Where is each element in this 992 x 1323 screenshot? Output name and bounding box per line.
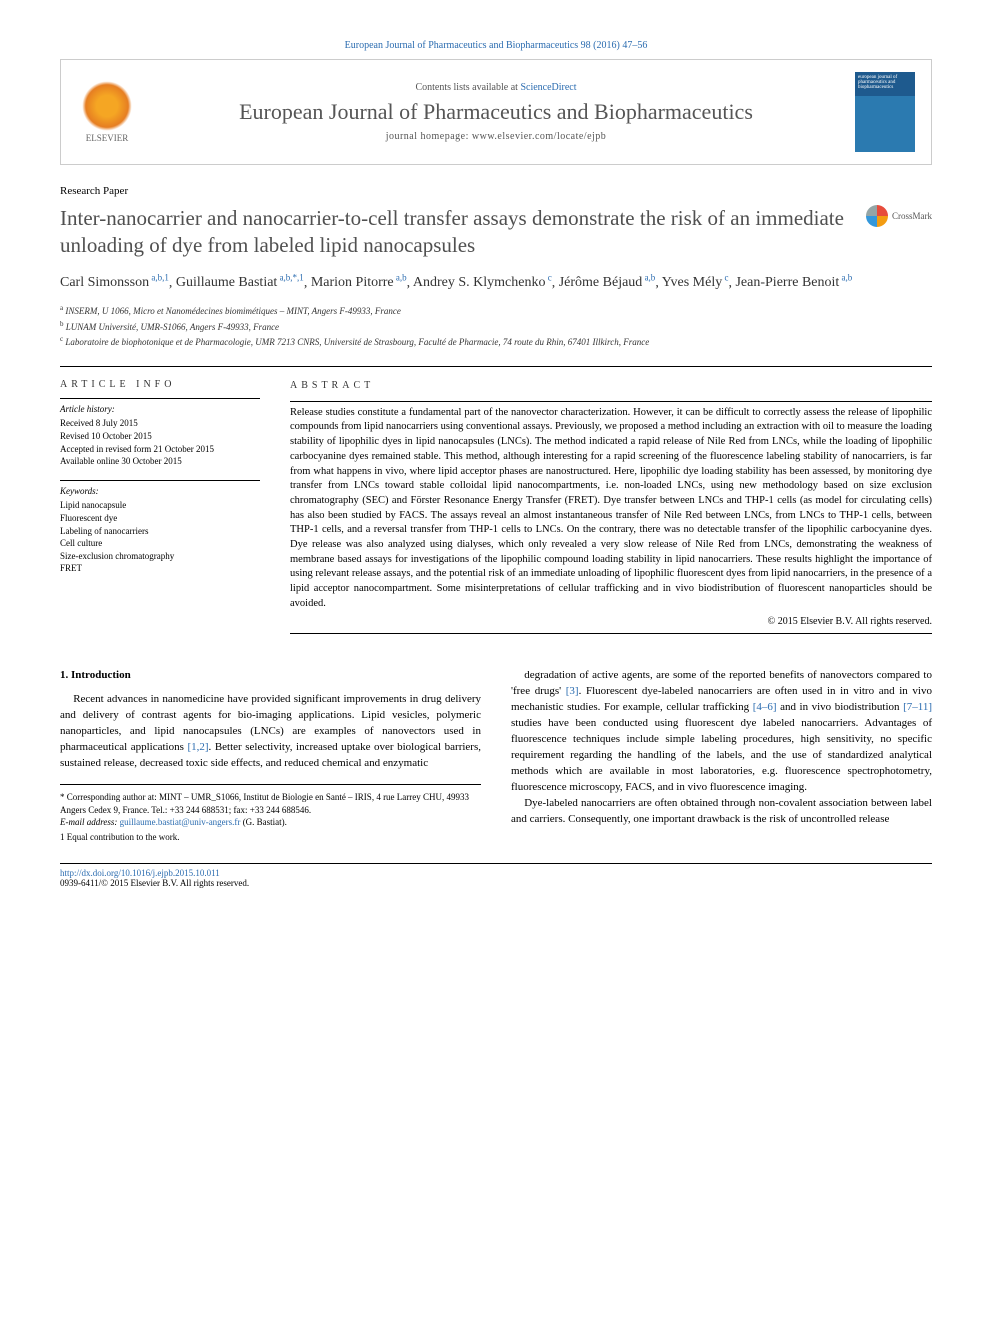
column-right: degradation of active agents, are some o… bbox=[511, 668, 932, 843]
abstract-copyright: © 2015 Elsevier B.V. All rights reserved… bbox=[290, 615, 932, 629]
doi-footer: http://dx.doi.org/10.1016/j.ejpb.2015.10… bbox=[60, 863, 932, 888]
email-link[interactable]: guillaume.bastiat@univ-angers.fr bbox=[120, 817, 241, 827]
author: Andrey S. Klymchenko c bbox=[413, 275, 552, 290]
divider bbox=[60, 366, 932, 367]
abstract-heading: ABSTRACT bbox=[290, 379, 932, 393]
contents-text: Contents lists available at bbox=[415, 82, 520, 93]
author-affiliation-sup: a,b,*,1 bbox=[277, 273, 304, 283]
equal-contribution-note: 1 Equal contribution to the work. bbox=[60, 829, 481, 844]
history-label: Article history: bbox=[60, 403, 260, 416]
keyword: Fluorescent dye bbox=[60, 512, 260, 525]
paragraph: Recent advances in nanomedicine have pro… bbox=[60, 692, 481, 772]
author-affiliation-sup: a,b bbox=[394, 273, 407, 283]
divider bbox=[290, 401, 932, 402]
history-line: Accepted in revised form 21 October 2015 bbox=[60, 443, 260, 456]
sciencedirect-link[interactable]: ScienceDirect bbox=[520, 82, 576, 93]
divider bbox=[60, 398, 260, 399]
keyword: Labeling of nanocarriers bbox=[60, 525, 260, 538]
author-affiliation-sup: a,b bbox=[839, 273, 852, 283]
authors-list: Carl Simonsson a,b,1, Guillaume Bastiat … bbox=[60, 272, 932, 294]
journal-homepage: journal homepage: www.elsevier.com/locat… bbox=[137, 131, 855, 142]
email-line: E-mail address: guillaume.bastiat@univ-a… bbox=[60, 816, 481, 829]
contents-list-line: Contents lists available at ScienceDirec… bbox=[137, 82, 855, 93]
history-line: Available online 30 October 2015 bbox=[60, 455, 260, 468]
issn-copyright: 0939-6411/© 2015 Elsevier B.V. All right… bbox=[60, 878, 249, 888]
abstract-text: Release studies constitute a fundamental… bbox=[290, 406, 932, 612]
affiliation-line: b LUNAM Université, UMR-S1066, Angers F-… bbox=[60, 319, 932, 335]
author-affiliation-sup: c bbox=[722, 273, 728, 283]
article-info-sidebar: ARTICLE INFO Article history: Received 8… bbox=[60, 379, 260, 639]
author: Yves Mély c bbox=[662, 275, 729, 290]
section-number: 1. bbox=[60, 669, 68, 681]
article-type: Research Paper bbox=[60, 185, 932, 197]
elsevier-tree-icon bbox=[82, 81, 132, 131]
keyword: FRET bbox=[60, 562, 260, 575]
article-title: Inter-nanocarrier and nanocarrier-to-cel… bbox=[60, 205, 846, 260]
author: Jean-Pierre Benoit a,b bbox=[735, 275, 852, 290]
section-heading: 1. Introduction bbox=[60, 668, 481, 684]
email-attribution: (G. Bastiat). bbox=[240, 817, 287, 827]
author: Guillaume Bastiat a,b,*,1 bbox=[176, 275, 304, 290]
elsevier-logo: ELSEVIER bbox=[77, 77, 137, 147]
ref-link[interactable]: [4–6] bbox=[753, 701, 777, 713]
paragraph: degradation of active agents, are some o… bbox=[511, 668, 932, 796]
author: Carl Simonsson a,b,1 bbox=[60, 275, 169, 290]
keyword: Lipid nanocapsule bbox=[60, 499, 260, 512]
article-info-heading: ARTICLE INFO bbox=[60, 379, 260, 390]
history-line: Revised 10 October 2015 bbox=[60, 430, 260, 443]
divider bbox=[290, 633, 932, 634]
crossmark-badge[interactable]: CrossMark bbox=[866, 205, 932, 227]
author: Marion Pitorre a,b bbox=[311, 275, 407, 290]
corresponding-author-note: * Corresponding author at: MINT – UMR_S1… bbox=[60, 791, 481, 816]
journal-name: European Journal of Pharmaceutics and Bi… bbox=[137, 99, 855, 125]
keyword: Size-exclusion chromatography bbox=[60, 550, 260, 563]
keyword: Cell culture bbox=[60, 537, 260, 550]
ref-link[interactable]: [7–11] bbox=[903, 701, 932, 713]
affiliations: a INSERM, U 1066, Micro et Nanomédecines… bbox=[60, 303, 932, 350]
abstract-section: ABSTRACT Release studies constitute a fu… bbox=[290, 379, 932, 639]
ref-link[interactable]: [3] bbox=[566, 685, 579, 697]
affiliation-line: c Laboratoire de biophotonique et de Pha… bbox=[60, 334, 932, 350]
doi-link[interactable]: http://dx.doi.org/10.1016/j.ejpb.2015.10… bbox=[60, 868, 220, 878]
section-title: Introduction bbox=[71, 669, 131, 681]
column-left: 1. Introduction Recent advances in nanom… bbox=[60, 668, 481, 843]
author-affiliation-sup: a,b bbox=[642, 273, 655, 283]
divider bbox=[60, 480, 260, 481]
email-label: E-mail address: bbox=[60, 817, 120, 827]
keywords-label: Keywords: bbox=[60, 485, 260, 498]
journal-masthead: ELSEVIER Contents lists available at Sci… bbox=[60, 59, 932, 165]
history-line: Received 8 July 2015 bbox=[60, 417, 260, 430]
elsevier-label: ELSEVIER bbox=[86, 133, 129, 143]
affiliation-line: a INSERM, U 1066, Micro et Nanomédecines… bbox=[60, 303, 932, 319]
body-text: 1. Introduction Recent advances in nanom… bbox=[60, 668, 932, 843]
journal-cover-thumbnail: european journal of pharmaceutics and bi… bbox=[855, 72, 915, 152]
ref-link[interactable]: [1,2] bbox=[187, 741, 208, 753]
crossmark-icon bbox=[866, 205, 888, 227]
paragraph: Dye-labeled nanocarriers are often obtai… bbox=[511, 796, 932, 828]
footnotes: * Corresponding author at: MINT – UMR_S1… bbox=[60, 784, 481, 843]
citation-header: European Journal of Pharmaceutics and Bi… bbox=[60, 40, 932, 51]
author-affiliation-sup: a,b,1 bbox=[149, 273, 169, 283]
crossmark-label: CrossMark bbox=[892, 211, 932, 221]
author: Jérôme Béjaud a,b bbox=[559, 275, 656, 290]
author-affiliation-sup: c bbox=[545, 273, 551, 283]
